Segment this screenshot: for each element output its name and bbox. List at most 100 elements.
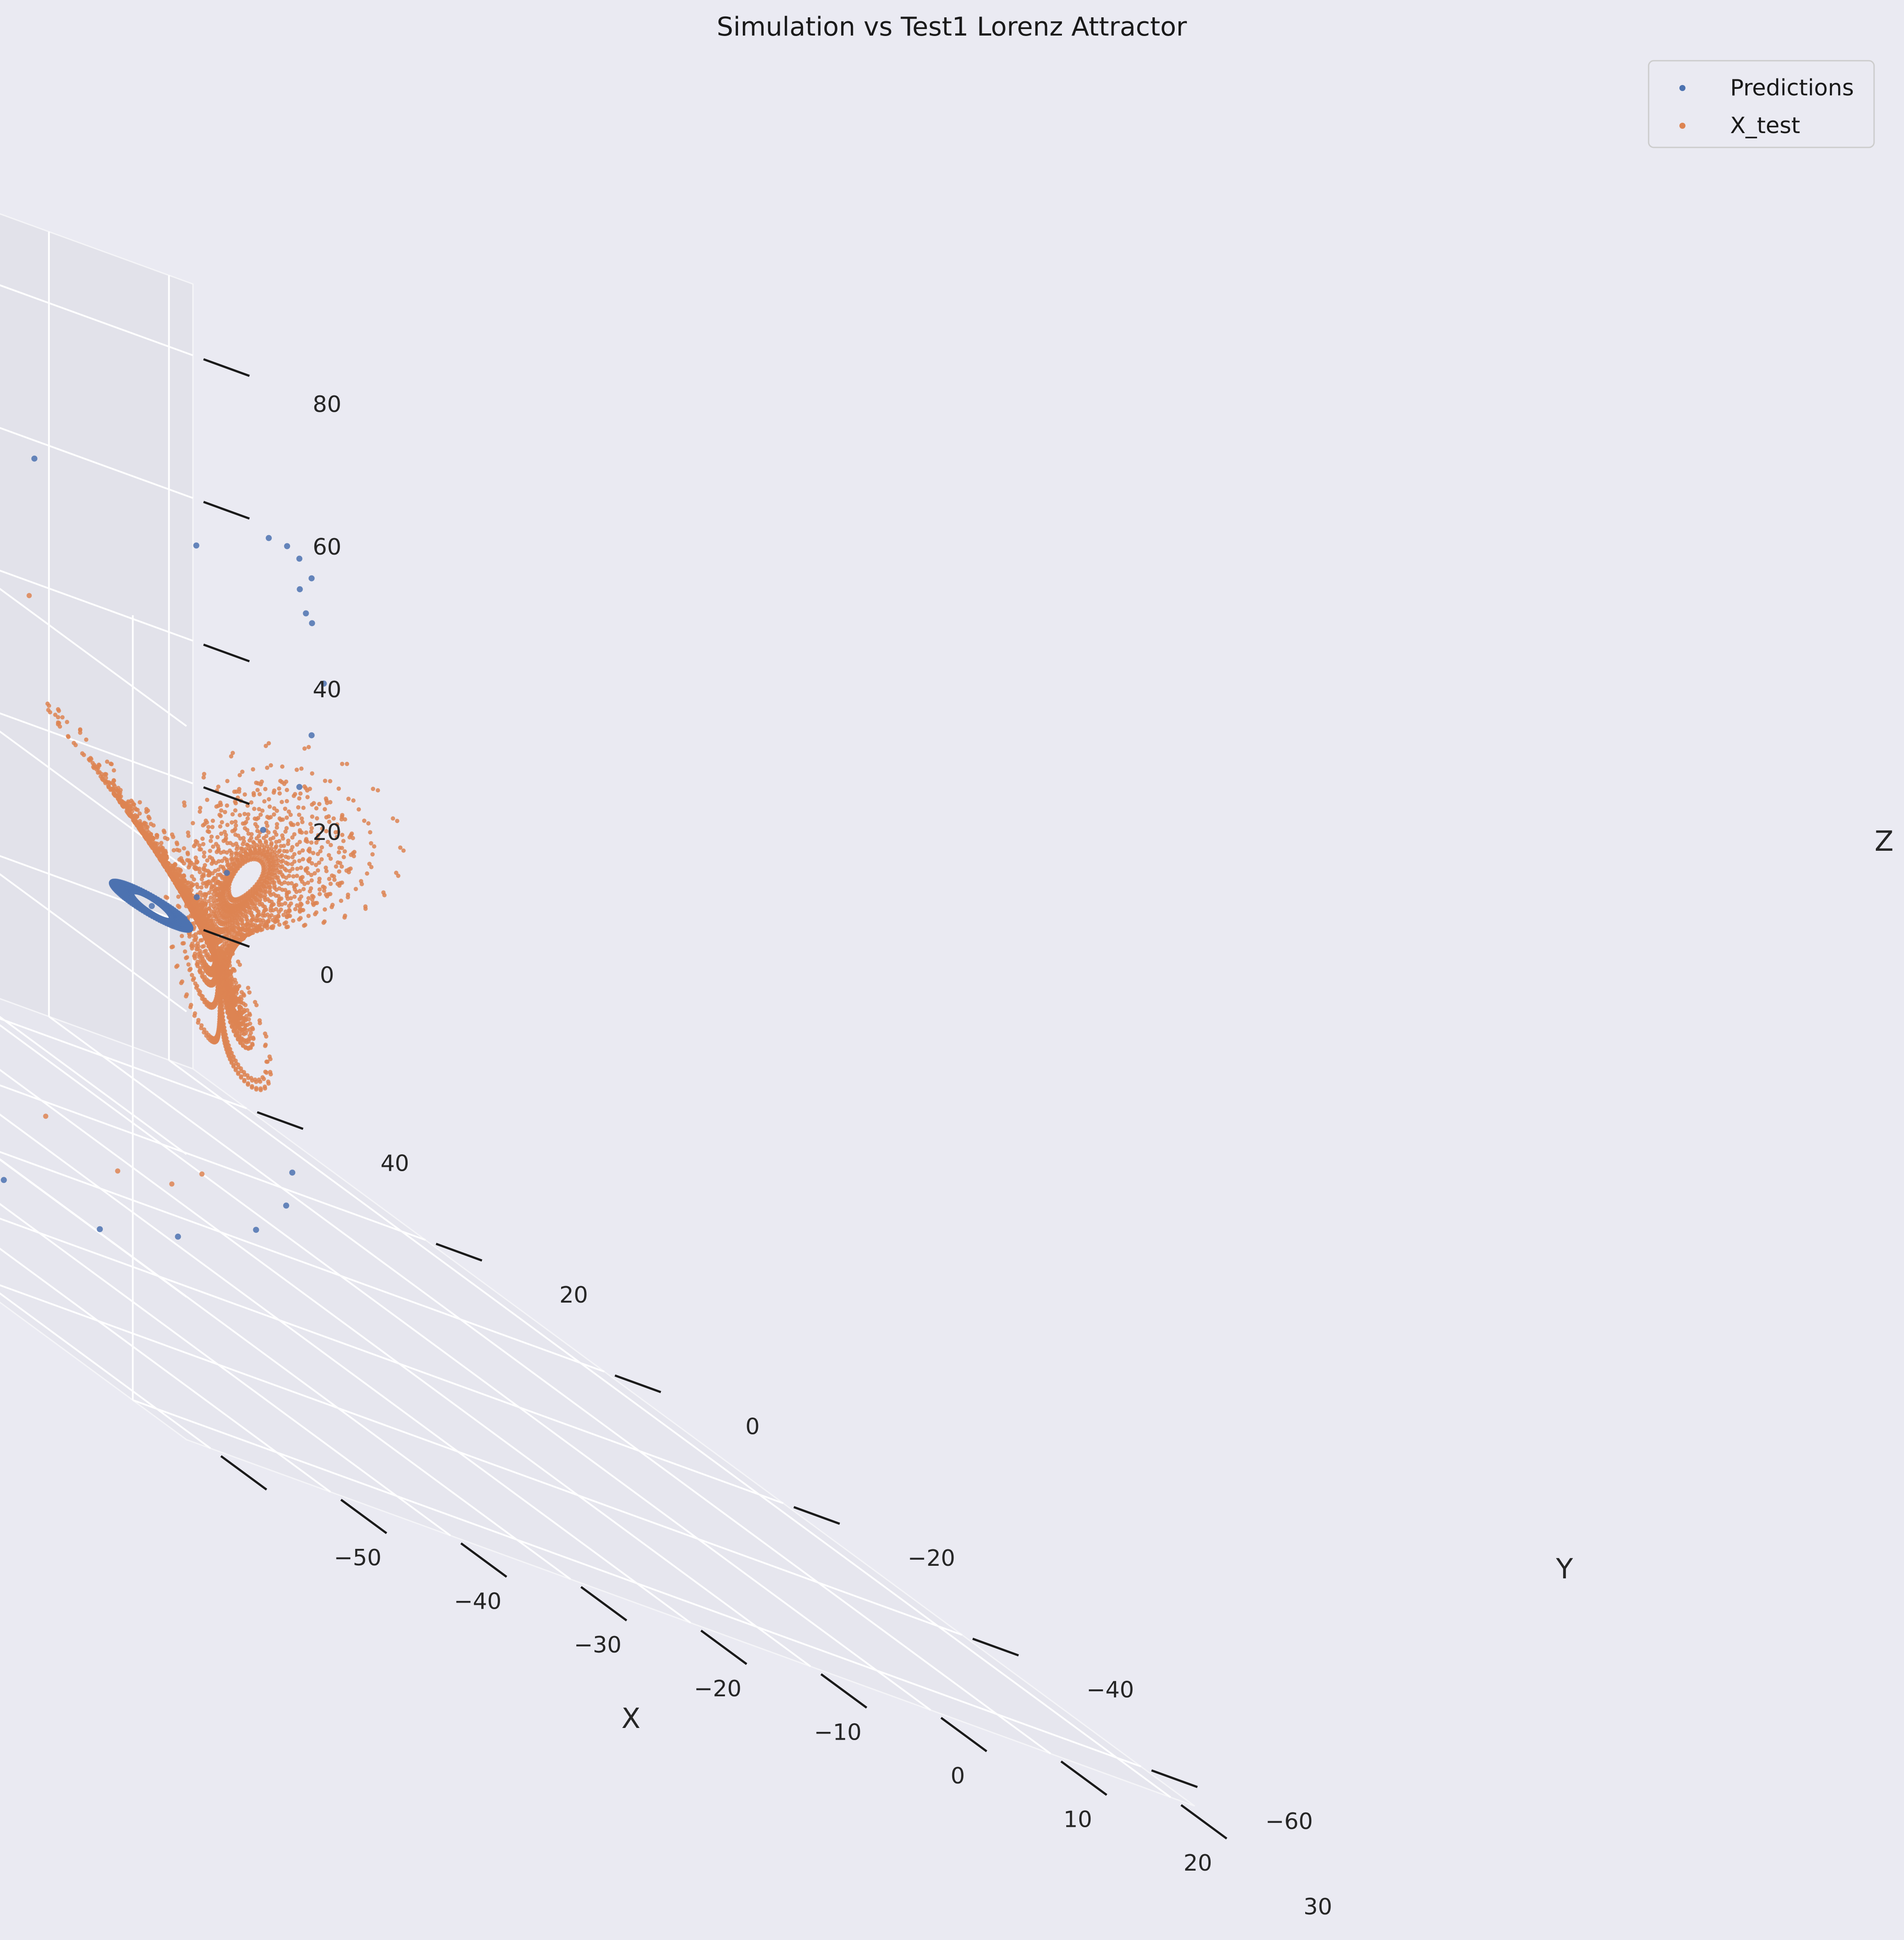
x-test-point <box>249 910 254 915</box>
x-test-point <box>246 1017 251 1022</box>
x-test-point <box>230 871 235 876</box>
x-test-point <box>295 822 300 826</box>
x-test-point <box>238 846 243 851</box>
x-test-point <box>227 1001 232 1006</box>
x-test-point <box>224 956 229 961</box>
x-test-point <box>277 886 282 891</box>
x-test-point <box>317 876 322 881</box>
grid-z-left-2 <box>0 873 187 1012</box>
x-test-point <box>274 839 279 844</box>
x-test-point <box>175 847 180 852</box>
x-test-point <box>339 898 343 903</box>
x-test-point <box>262 913 267 918</box>
x-test-point <box>56 707 60 712</box>
prediction-point <box>296 555 303 562</box>
x-test-point <box>297 859 302 863</box>
x-test-point <box>317 802 322 807</box>
x-test-point <box>114 794 119 798</box>
x-test-point <box>271 790 276 795</box>
x-test-point <box>300 820 305 824</box>
x-test-point <box>258 846 262 851</box>
x-test-point <box>241 836 246 840</box>
x-test-point <box>137 811 142 816</box>
x-test-point <box>225 973 230 978</box>
x-test-point <box>305 795 310 800</box>
x-test-point <box>217 1002 222 1007</box>
x-test-point <box>242 993 246 998</box>
prediction-point <box>320 680 327 687</box>
x-test-point <box>293 907 298 911</box>
x-test-point <box>328 779 333 784</box>
x-test-point <box>255 898 259 902</box>
x-test-point <box>208 849 212 853</box>
grid-z-back-4 <box>0 284 193 356</box>
x-test-point <box>235 857 240 862</box>
x-test-point <box>295 842 300 847</box>
prediction-point <box>253 1227 259 1233</box>
x-test-point <box>341 855 346 859</box>
x-test-point <box>268 1057 273 1061</box>
x-test-point <box>228 1057 232 1061</box>
x-test-point <box>395 819 399 823</box>
x-test-point <box>215 973 220 978</box>
x-test-point <box>284 860 288 865</box>
x-test-point <box>141 823 146 828</box>
x-test-point <box>356 807 361 812</box>
x-test-point <box>201 997 206 1002</box>
x-test-point <box>302 746 307 751</box>
x-test-point <box>219 950 224 955</box>
x-test-point <box>201 775 206 780</box>
x-test-point <box>310 894 315 898</box>
x-test-point <box>240 918 245 923</box>
x-test-point <box>362 818 366 823</box>
x-test-point <box>346 892 350 897</box>
x-test-point <box>216 978 220 982</box>
x-test-point <box>231 928 236 933</box>
x-test-point <box>242 908 247 913</box>
x-test-point <box>246 932 251 937</box>
x-test-point <box>371 787 376 791</box>
x-test-point <box>238 1005 243 1010</box>
x-test-point <box>299 766 304 771</box>
x-test-point <box>277 922 282 927</box>
x-test-point <box>288 896 293 901</box>
x-test-point <box>172 877 176 882</box>
x-test-point <box>268 852 273 856</box>
x-test-point <box>214 804 219 809</box>
grid-z-back-0 <box>0 855 193 927</box>
grid-z-back-3 <box>0 427 193 499</box>
x-test-point <box>268 815 273 820</box>
x-test-point <box>154 835 159 839</box>
x-test-point <box>359 879 363 884</box>
x-test-point <box>327 877 332 881</box>
x-test-point <box>263 1044 268 1048</box>
x-test-point <box>312 871 317 875</box>
x-test-point <box>258 888 263 892</box>
prediction-point <box>193 894 200 900</box>
x-test-point <box>303 923 307 927</box>
x-test-point <box>226 951 231 956</box>
x-test-point <box>227 882 232 887</box>
x-test-point <box>269 841 274 846</box>
x-test-point <box>225 863 230 868</box>
x-test-point <box>292 852 297 856</box>
x-test-point <box>186 880 190 885</box>
x-test-point <box>199 847 203 852</box>
x-test-point <box>111 768 116 773</box>
grid-z-left-3 <box>0 730 187 870</box>
x-test-point <box>219 820 224 825</box>
x-test-point <box>314 806 319 811</box>
x-test-point <box>228 879 232 883</box>
x-test-point <box>239 911 244 916</box>
x-test-point <box>255 824 259 829</box>
x-test-point <box>219 882 223 887</box>
x-test-point <box>294 873 299 878</box>
x-test-point <box>109 762 114 767</box>
x-test-point <box>135 814 140 819</box>
x-test-point <box>218 893 222 898</box>
x-test-point <box>314 901 319 905</box>
x-test-point <box>265 823 270 828</box>
x-test-point <box>314 910 319 915</box>
x-test-point <box>281 817 285 822</box>
x-test-point <box>271 867 276 872</box>
